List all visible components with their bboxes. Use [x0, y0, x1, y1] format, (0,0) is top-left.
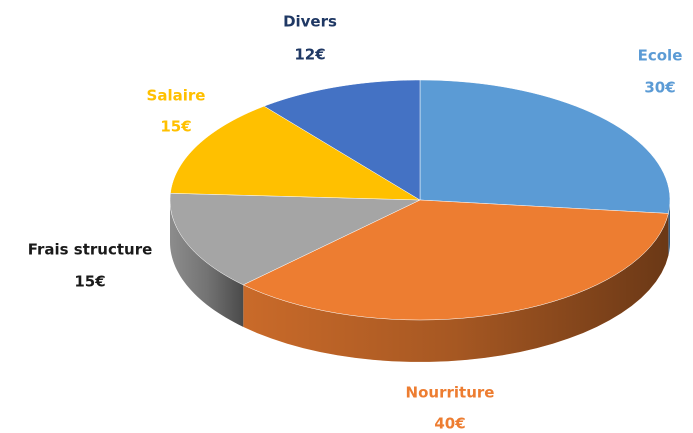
data-labels: Ecole 30€ Nourriture 40€ Frais structure 15€ S…	[28, 13, 683, 433]
slice-side-shade	[243, 213, 669, 362]
slice	[242, 199, 669, 321]
category-label: Salaire	[147, 87, 206, 105]
slice	[263, 79, 421, 201]
category-label: Nourriture	[406, 384, 495, 402]
value-label: 12€	[294, 46, 325, 64]
value-label: 30€	[644, 79, 675, 97]
category-label: Frais structure	[28, 241, 153, 259]
slice	[170, 105, 421, 201]
value-label: 15€	[160, 118, 191, 136]
slice-side-shade	[668, 200, 670, 256]
value-label: 15€	[74, 273, 105, 291]
pie-sides	[170, 200, 670, 362]
category-label: Divers	[283, 13, 337, 31]
category-label: Ecole	[638, 47, 683, 65]
value-label: 40€	[434, 415, 465, 433]
slice-side-shade	[170, 200, 244, 327]
slice	[419, 79, 671, 214]
slice	[169, 193, 421, 286]
pie-tops	[169, 79, 671, 321]
